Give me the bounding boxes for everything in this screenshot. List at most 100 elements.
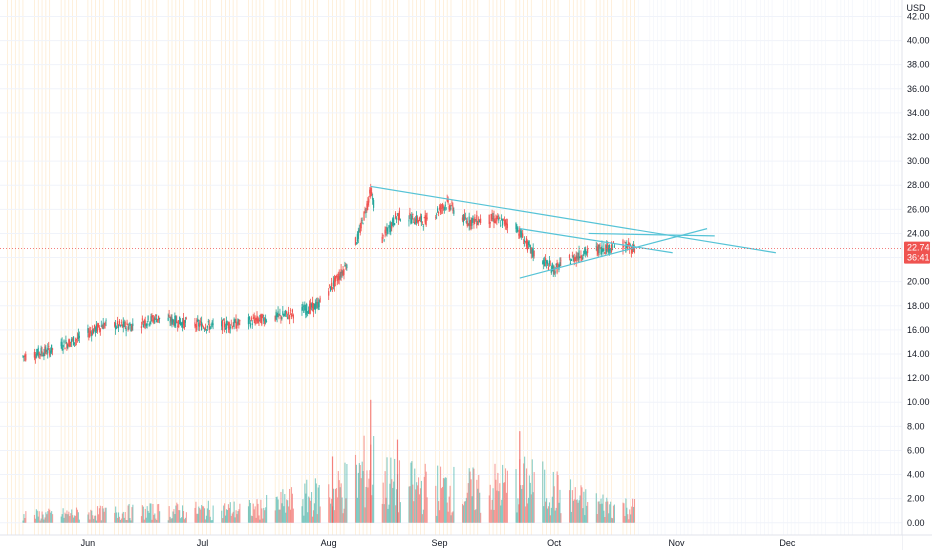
volume-bar: [426, 497, 428, 523]
candle: [75, 339, 78, 341]
volume-bar: [280, 491, 282, 523]
volume-bar: [628, 519, 630, 523]
volume-bar: [259, 519, 261, 523]
trendline[interactable]: [519, 228, 708, 279]
candle: [24, 355, 26, 357]
y-tick-label: 6.00: [907, 445, 925, 455]
volume-bar: [359, 465, 361, 523]
volume-bar: [52, 514, 54, 523]
volume-bar: [258, 515, 260, 523]
price-axis[interactable]: [902, 0, 932, 550]
volume-bar: [547, 508, 549, 523]
volume-bar: [38, 511, 40, 523]
candle: [93, 329, 95, 334]
x-tick-label: Jul: [197, 538, 209, 548]
candle: [36, 352, 38, 355]
volume-bar: [533, 472, 535, 523]
trendline[interactable]: [588, 232, 715, 237]
volume-bar: [582, 508, 584, 523]
candle: [523, 243, 525, 244]
volume-bar: [526, 503, 529, 523]
volume-bar: [168, 506, 170, 523]
candle: [179, 316, 181, 325]
volume-bar: [228, 507, 230, 523]
volume-bar: [253, 509, 255, 523]
candle: [549, 264, 551, 266]
volume-bar: [503, 482, 505, 523]
volume-bar: [176, 502, 178, 523]
volume-bar: [147, 510, 149, 523]
volume-bar: [367, 487, 369, 523]
volume-bar: [490, 509, 492, 523]
trendline[interactable]: [519, 228, 673, 254]
volume-bar: [264, 510, 266, 523]
candle: [416, 214, 418, 224]
candle: [171, 317, 173, 325]
volume-bar: [305, 493, 307, 523]
volume-bar: [633, 506, 635, 523]
volume-bar: [331, 498, 333, 523]
candle: [93, 324, 96, 330]
volume-bar: [611, 517, 613, 523]
volume-bar: [87, 514, 89, 523]
volume-bar: [231, 513, 233, 523]
volume-bar: [386, 457, 388, 523]
candle: [314, 303, 316, 310]
volume-bar: [609, 504, 611, 523]
volume-bar: [65, 513, 67, 523]
volume-bar: [581, 487, 583, 523]
volume-bar: [183, 519, 186, 523]
trendline[interactable]: [370, 185, 776, 254]
candle: [627, 243, 629, 250]
candle: [312, 303, 315, 313]
volume-bar: [127, 505, 129, 523]
volume-bar: [275, 497, 277, 523]
volume-bar: [491, 499, 493, 523]
volume-bar: [365, 486, 367, 523]
volume-bar: [344, 462, 346, 523]
volume-bar: [104, 507, 106, 523]
candle: [493, 215, 495, 223]
volume-bar: [584, 515, 586, 523]
volume-bar: [399, 502, 401, 523]
candle: [290, 314, 293, 317]
volume-bar: [200, 509, 202, 523]
candle: [521, 232, 523, 238]
volume-bar: [256, 499, 258, 523]
candle: [504, 219, 507, 226]
currency-label: USD: [906, 3, 926, 13]
volume-bar: [338, 480, 340, 523]
candle: [73, 342, 76, 344]
volume-bar: [355, 464, 358, 523]
volume-bar: [330, 503, 332, 523]
volume-bar: [354, 454, 357, 523]
volume-bar: [596, 514, 598, 523]
volume-bar: [96, 520, 98, 523]
candle: [143, 320, 145, 324]
candle: [546, 261, 549, 265]
candle: [599, 245, 601, 247]
volume-bar: [587, 502, 589, 523]
candle: [168, 315, 170, 317]
candle: [197, 319, 199, 322]
volume-bar: [313, 503, 315, 523]
volume-bar: [185, 512, 187, 523]
volume-bar: [488, 495, 490, 523]
volume-bar: [74, 515, 77, 523]
candle: [478, 218, 480, 223]
candle: [357, 230, 359, 239]
candle: [23, 356, 25, 357]
time-axis[interactable]: [0, 535, 902, 550]
candle: [414, 222, 416, 225]
volume-bar: [115, 506, 117, 523]
volume-bar: [227, 504, 229, 523]
volume-bar: [462, 505, 465, 523]
candle: [22, 355, 24, 357]
volume-bar: [613, 504, 615, 523]
volume-bar: [141, 505, 143, 523]
volume-bar: [498, 491, 500, 523]
volume-bar: [197, 513, 199, 523]
volume-bar: [92, 515, 94, 523]
